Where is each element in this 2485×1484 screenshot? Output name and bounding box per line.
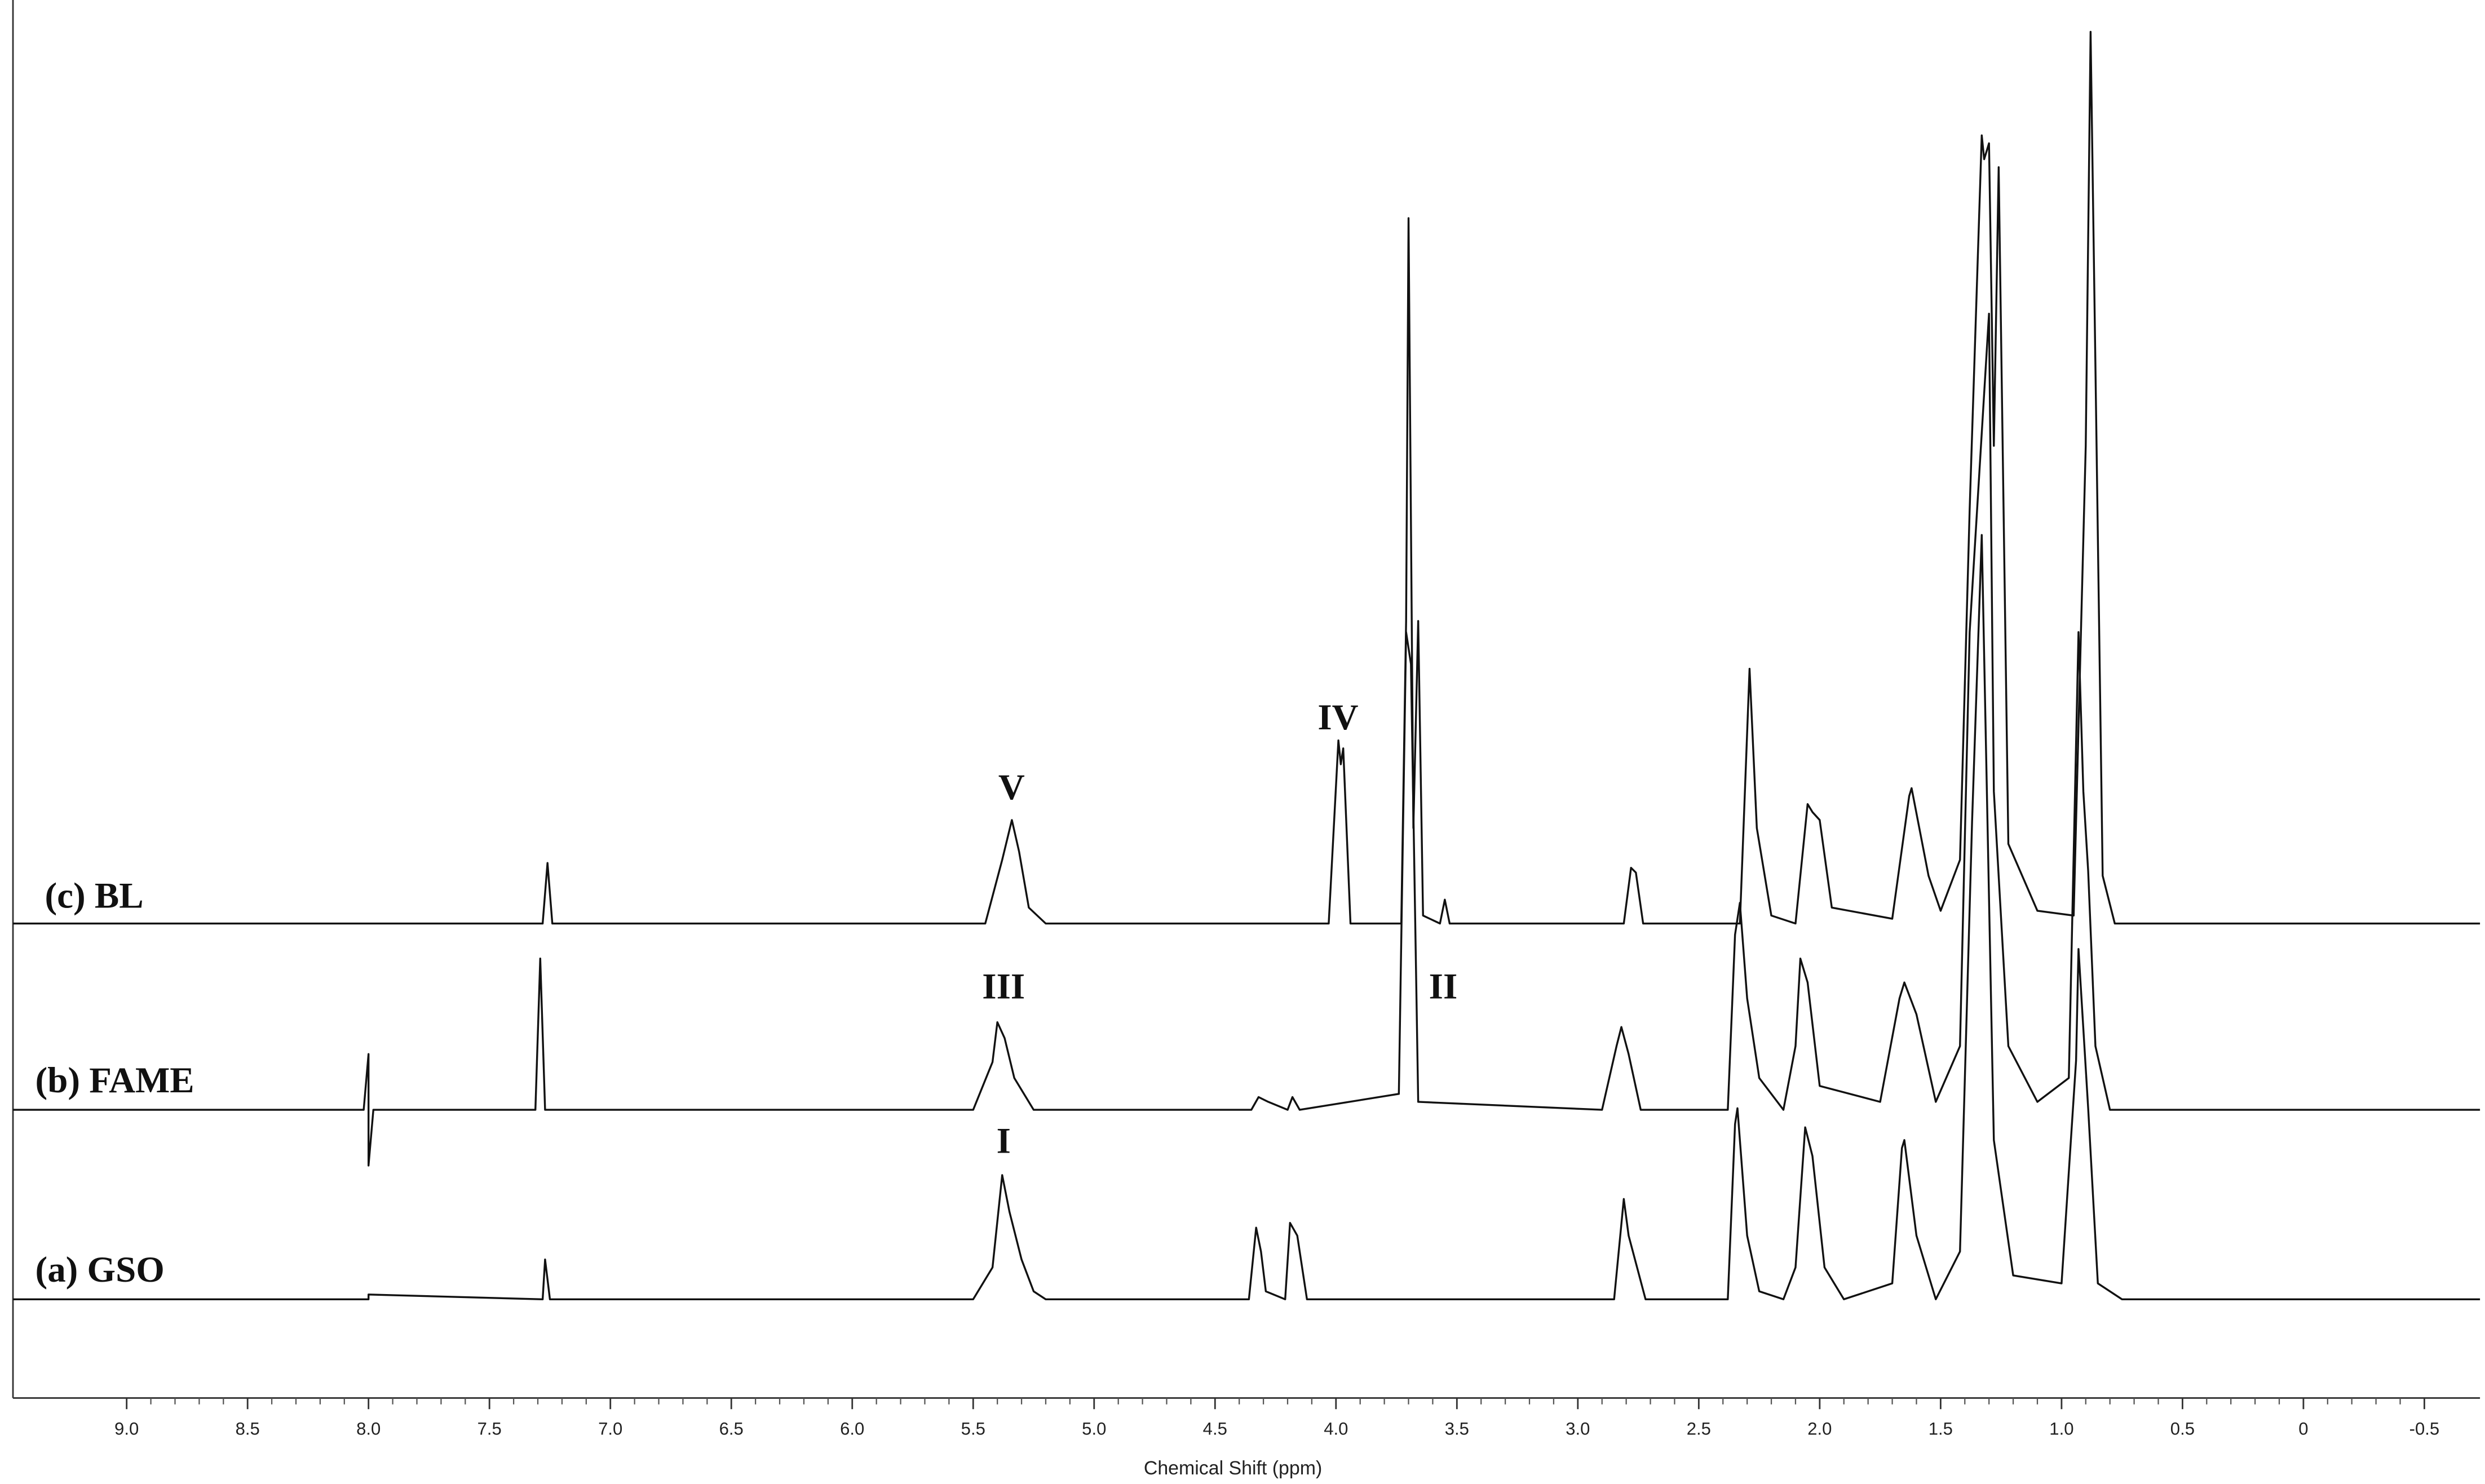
x-tick-label: 0.5: [2170, 1419, 2195, 1438]
peak-label: III: [982, 966, 1025, 1007]
spectrum-trace: [13, 30, 2480, 925]
x-tick-label: -0.5: [2409, 1419, 2440, 1438]
x-tick-label: 8.5: [236, 1419, 260, 1438]
trace-label: (a) GSO: [36, 1250, 165, 1290]
trace-label: (b) FAME: [36, 1060, 194, 1101]
peak-label: V: [998, 767, 1025, 808]
trace-label: (c) BL: [45, 875, 144, 916]
x-tick-label: 3.5: [1445, 1419, 1469, 1438]
spectrum-trace: [13, 534, 2480, 1300]
x-tick-label: 7.5: [477, 1419, 502, 1438]
peak-label: II: [1429, 966, 1458, 1007]
peak-label: IV: [1317, 697, 1358, 738]
x-tick-label: 4.0: [1324, 1419, 1348, 1438]
x-tick-label: 0: [2298, 1419, 2308, 1438]
x-tick-label: 5.0: [1082, 1419, 1106, 1438]
x-tick-label: 1.0: [2049, 1419, 2073, 1438]
x-tick-label: 7.0: [598, 1419, 622, 1438]
x-tick-label: 2.0: [1807, 1419, 1832, 1438]
x-tick-label: 8.0: [356, 1419, 381, 1438]
x-tick-label: 2.5: [1687, 1419, 1711, 1438]
x-tick-label: 1.5: [1929, 1419, 1953, 1438]
x-tick-label: 6.5: [719, 1419, 744, 1438]
x-tick-label: 6.0: [840, 1419, 864, 1438]
x-tick-label: 4.5: [1203, 1419, 1227, 1438]
x-tick-label: 3.0: [1566, 1419, 1590, 1438]
x-axis-title: Chemical Shift (ppm): [1144, 1458, 1322, 1479]
peak-label: I: [997, 1120, 1011, 1161]
x-tick-label: 9.0: [114, 1419, 139, 1438]
spectrum-trace: [13, 312, 2480, 1167]
x-tick-label: 5.5: [961, 1419, 985, 1438]
